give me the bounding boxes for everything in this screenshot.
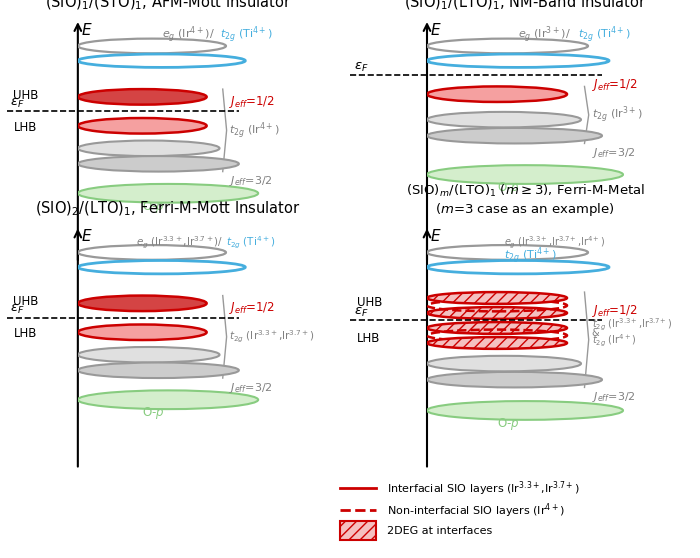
Text: $E$: $E$ (430, 228, 442, 244)
Text: $\varepsilon_F$: $\varepsilon_F$ (10, 97, 25, 110)
Ellipse shape (427, 307, 567, 319)
Text: Interfacial SIO layers (Ir$^{3.3+}$,Ir$^{3.7+}$): Interfacial SIO layers (Ir$^{3.3+}$,Ir$^… (387, 479, 580, 498)
Text: $t_{2g}$ (Ir$^{4+}$): $t_{2g}$ (Ir$^{4+}$) (229, 120, 280, 141)
Text: UHB: UHB (357, 296, 382, 309)
Ellipse shape (78, 325, 206, 340)
Text: $E$: $E$ (430, 22, 442, 38)
Ellipse shape (78, 184, 258, 203)
Ellipse shape (427, 337, 567, 349)
Ellipse shape (427, 356, 581, 372)
Ellipse shape (427, 372, 602, 387)
Ellipse shape (427, 165, 623, 184)
Ellipse shape (78, 391, 258, 409)
Text: $J_{eff}$=3/2: $J_{eff}$=3/2 (229, 174, 272, 188)
Text: $J_{eff}$=1/2: $J_{eff}$=1/2 (229, 94, 275, 110)
Text: $E$: $E$ (81, 228, 92, 244)
Text: $t_{2g}$ (Ti$^{4+}$): $t_{2g}$ (Ti$^{4+}$) (226, 235, 275, 251)
Ellipse shape (78, 156, 239, 172)
Text: LHB: LHB (13, 327, 37, 340)
Text: $J_{eff}$=1/2: $J_{eff}$=1/2 (592, 77, 638, 93)
Text: $\varepsilon_F$: $\varepsilon_F$ (10, 304, 25, 316)
Ellipse shape (427, 292, 567, 304)
Text: O-$p$: O-$p$ (497, 416, 519, 432)
Text: $t_{2g}$ (Ir$^{3+}$): $t_{2g}$ (Ir$^{3+}$) (592, 104, 642, 126)
FancyBboxPatch shape (340, 521, 376, 540)
Text: $t_{2g}$ (Ti$^{4+}$): $t_{2g}$ (Ti$^{4+}$) (220, 23, 272, 45)
Ellipse shape (78, 118, 206, 133)
Text: &: & (592, 328, 599, 338)
Text: LHB: LHB (13, 121, 37, 133)
Ellipse shape (78, 347, 220, 363)
Text: O-$p$: O-$p$ (142, 405, 164, 421)
Text: $t_{2g}$ (Ir$^{4+}$): $t_{2g}$ (Ir$^{4+}$) (592, 333, 636, 349)
Text: $\varepsilon_F$: $\varepsilon_F$ (354, 306, 368, 319)
Ellipse shape (427, 86, 567, 102)
Text: UHB: UHB (13, 89, 38, 102)
Ellipse shape (427, 401, 623, 420)
Text: O-$p$: O-$p$ (142, 199, 164, 215)
Text: $J_{eff}$=3/2: $J_{eff}$=3/2 (229, 381, 272, 395)
Text: O-$p$: O-$p$ (497, 180, 519, 196)
Text: $e_g$ (Ir$^{3.3+}$,Ir$^{3.7+}$)/: $e_g$ (Ir$^{3.3+}$,Ir$^{3.7+}$)/ (136, 235, 223, 251)
Text: LHB: LHB (357, 331, 380, 345)
Text: $J_{eff}$=1/2: $J_{eff}$=1/2 (229, 300, 275, 316)
Text: UHB: UHB (13, 296, 38, 309)
Ellipse shape (78, 296, 206, 311)
Text: $e_g$ (Ir$^{4+}$)/: $e_g$ (Ir$^{4+}$)/ (162, 23, 214, 45)
Text: $e_g$ (Ir$^{3.3+}$,Ir$^{3.7+}$,Ir$^{4+}$): $e_g$ (Ir$^{3.3+}$,Ir$^{3.7+}$,Ir$^{4+}$… (504, 235, 606, 251)
Text: $J_{eff}$=3/2: $J_{eff}$=3/2 (592, 146, 635, 160)
Ellipse shape (427, 112, 581, 127)
Title: (SIO)$_m$/(LTO)$_1$ ($m$$\geq$3), Ferri-M-Metal
($m$=3 case as an example): (SIO)$_m$/(LTO)$_1$ ($m$$\geq$3), Ferri-… (405, 183, 645, 218)
Ellipse shape (427, 128, 602, 143)
Text: 2DEG at interfaces: 2DEG at interfaces (387, 526, 492, 536)
Ellipse shape (78, 89, 206, 105)
Text: $t_{2g}$ (Ir$^{3.3+}$,Ir$^{3.7+}$): $t_{2g}$ (Ir$^{3.3+}$,Ir$^{3.7+}$) (229, 329, 314, 345)
Text: $J_{eff}$=1/2: $J_{eff}$=1/2 (592, 303, 638, 319)
Text: $\varepsilon_F$: $\varepsilon_F$ (354, 61, 368, 74)
Ellipse shape (78, 141, 220, 156)
Ellipse shape (78, 363, 239, 378)
Ellipse shape (427, 322, 567, 334)
Title: (SIO)$_1$/(LTO)$_1$, NM-Band Insulator: (SIO)$_1$/(LTO)$_1$, NM-Band Insulator (404, 0, 646, 12)
Title: (SIO)$_2$/(LTO)$_1$, Ferri-M-Mott Insulator: (SIO)$_2$/(LTO)$_1$, Ferri-M-Mott Insula… (35, 200, 301, 218)
Title: (SIO)$_1$/(STO)$_1$, AFM-Mott Insulator: (SIO)$_1$/(STO)$_1$, AFM-Mott Insulator (45, 0, 291, 12)
Text: $t_{2g}$ (Ti$^{4+}$): $t_{2g}$ (Ti$^{4+}$) (504, 245, 556, 266)
Text: $t_{2g}$ (Ti$^{4+}$): $t_{2g}$ (Ti$^{4+}$) (578, 23, 630, 45)
Text: $e_g$ (Ir$^{3+}$)/: $e_g$ (Ir$^{3+}$)/ (518, 23, 570, 45)
Text: $t_{2g}$ (Ir$^{3.3+}$,Ir$^{3.7+}$): $t_{2g}$ (Ir$^{3.3+}$,Ir$^{3.7+}$) (592, 317, 672, 333)
Text: $J_{eff}$=3/2: $J_{eff}$=3/2 (592, 390, 635, 404)
Text: $E$: $E$ (81, 22, 92, 38)
Text: Non-interfacial SIO layers (Ir$^{4+}$): Non-interfacial SIO layers (Ir$^{4+}$) (387, 501, 565, 519)
